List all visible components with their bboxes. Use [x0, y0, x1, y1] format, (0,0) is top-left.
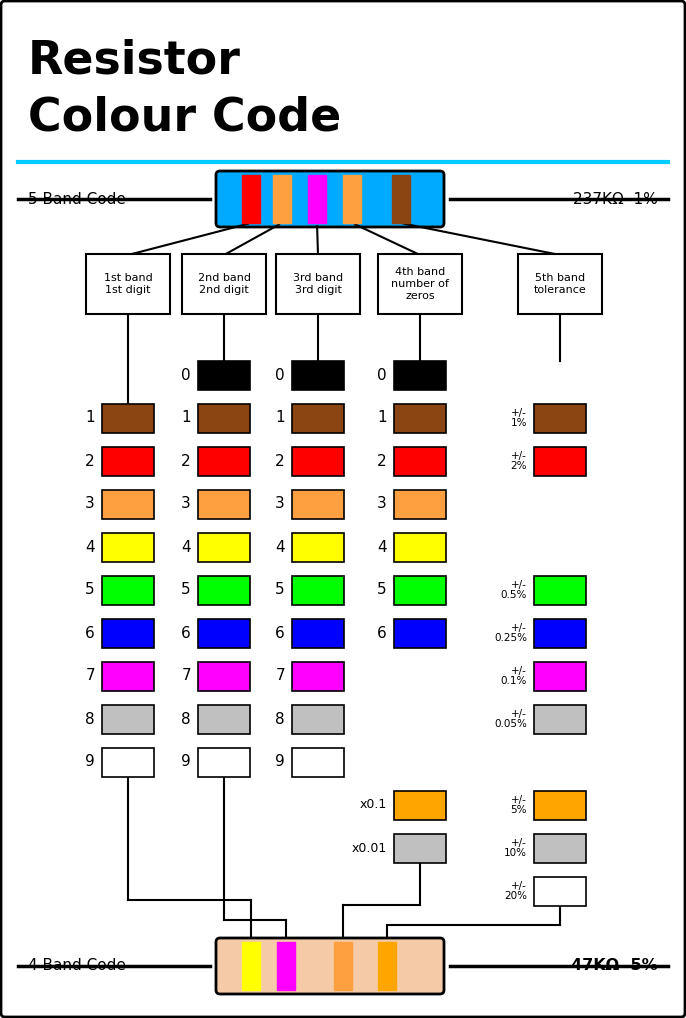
Bar	[102, 575, 154, 605]
Bar	[273, 175, 291, 223]
Text: 4th band
number of
zeros: 4th band number of zeros	[391, 267, 449, 301]
Bar	[198, 447, 250, 475]
Bar	[277, 942, 295, 989]
Bar	[379, 942, 397, 989]
Bar	[394, 575, 446, 605]
Bar	[292, 619, 344, 647]
Bar	[198, 360, 250, 390]
Bar	[394, 403, 446, 433]
Text: 7: 7	[181, 669, 191, 683]
Bar	[198, 619, 250, 647]
Text: 5: 5	[181, 582, 191, 598]
Text: 1: 1	[85, 410, 95, 426]
Text: 4: 4	[275, 540, 285, 555]
Text: 9: 9	[85, 754, 95, 770]
Text: 237KΩ  1%: 237KΩ 1%	[573, 191, 658, 207]
Bar	[198, 575, 250, 605]
Bar	[394, 360, 446, 390]
Text: 0: 0	[275, 367, 285, 383]
Text: 3: 3	[85, 497, 95, 511]
Text: 8: 8	[85, 712, 95, 727]
Text: +/-
20%: +/- 20%	[504, 881, 527, 901]
Bar	[292, 662, 344, 690]
Text: 5 Band Code: 5 Band Code	[28, 191, 126, 207]
FancyBboxPatch shape	[518, 254, 602, 314]
Text: 9: 9	[181, 754, 191, 770]
Text: 1: 1	[377, 410, 387, 426]
Text: 1: 1	[181, 410, 191, 426]
Text: 5: 5	[85, 582, 95, 598]
Text: 6: 6	[181, 625, 191, 640]
Text: 1st band
1st digit: 1st band 1st digit	[104, 273, 152, 295]
Bar	[534, 403, 586, 433]
FancyBboxPatch shape	[378, 254, 462, 314]
Bar	[292, 747, 344, 777]
Bar	[534, 876, 586, 905]
Text: 3rd band
3rd digit: 3rd band 3rd digit	[293, 273, 343, 295]
Bar	[394, 791, 446, 819]
Bar	[534, 447, 586, 475]
Text: Resistor: Resistor	[28, 38, 241, 83]
Bar	[102, 447, 154, 475]
Text: +/-
1%: +/- 1%	[510, 407, 527, 429]
Text: 3: 3	[181, 497, 191, 511]
FancyBboxPatch shape	[216, 938, 444, 994]
Text: 6: 6	[85, 625, 95, 640]
Text: 2: 2	[181, 453, 191, 468]
Bar	[394, 447, 446, 475]
Bar	[334, 942, 353, 989]
Text: 4 Band Code: 4 Band Code	[28, 959, 126, 973]
Text: +/-
0.5%: +/- 0.5%	[501, 579, 527, 601]
Bar	[198, 403, 250, 433]
Text: 4: 4	[181, 540, 191, 555]
Bar	[292, 490, 344, 518]
Bar	[534, 834, 586, 862]
Bar	[392, 175, 410, 223]
Bar	[343, 175, 362, 223]
Text: +/-
0.25%: +/- 0.25%	[494, 623, 527, 643]
Text: 0: 0	[181, 367, 191, 383]
Bar	[292, 360, 344, 390]
Bar	[198, 747, 250, 777]
Bar	[102, 747, 154, 777]
Bar	[292, 532, 344, 562]
Text: x0.1: x0.1	[359, 798, 387, 811]
Bar	[308, 175, 326, 223]
Bar	[102, 704, 154, 734]
Text: 8: 8	[181, 712, 191, 727]
Text: 9: 9	[275, 754, 285, 770]
Bar	[394, 619, 446, 647]
Bar	[102, 619, 154, 647]
Text: +/-
0.05%: +/- 0.05%	[494, 709, 527, 730]
Text: +/-
2%: +/- 2%	[510, 451, 527, 471]
Text: 6: 6	[377, 625, 387, 640]
Text: 3: 3	[377, 497, 387, 511]
Text: 2: 2	[85, 453, 95, 468]
Bar	[534, 619, 586, 647]
Bar	[394, 490, 446, 518]
FancyBboxPatch shape	[276, 254, 360, 314]
Text: 2: 2	[377, 453, 387, 468]
Text: 5: 5	[275, 582, 285, 598]
Bar	[242, 942, 260, 989]
Bar	[394, 532, 446, 562]
Text: 7: 7	[275, 669, 285, 683]
Text: 47KΩ  5%: 47KΩ 5%	[571, 959, 658, 973]
Bar	[292, 704, 344, 734]
Text: +/-
0.1%: +/- 0.1%	[501, 666, 527, 686]
FancyBboxPatch shape	[182, 254, 266, 314]
Bar	[292, 447, 344, 475]
Text: 7: 7	[85, 669, 95, 683]
Text: 4: 4	[85, 540, 95, 555]
Bar	[292, 403, 344, 433]
Bar	[102, 662, 154, 690]
Bar	[292, 575, 344, 605]
Bar	[394, 834, 446, 862]
FancyBboxPatch shape	[216, 171, 444, 227]
Text: x0.01: x0.01	[352, 842, 387, 854]
Text: +/-
10%: +/- 10%	[504, 838, 527, 858]
Text: 5th band
tolerance: 5th band tolerance	[534, 273, 587, 295]
Bar	[198, 662, 250, 690]
Text: 1: 1	[275, 410, 285, 426]
